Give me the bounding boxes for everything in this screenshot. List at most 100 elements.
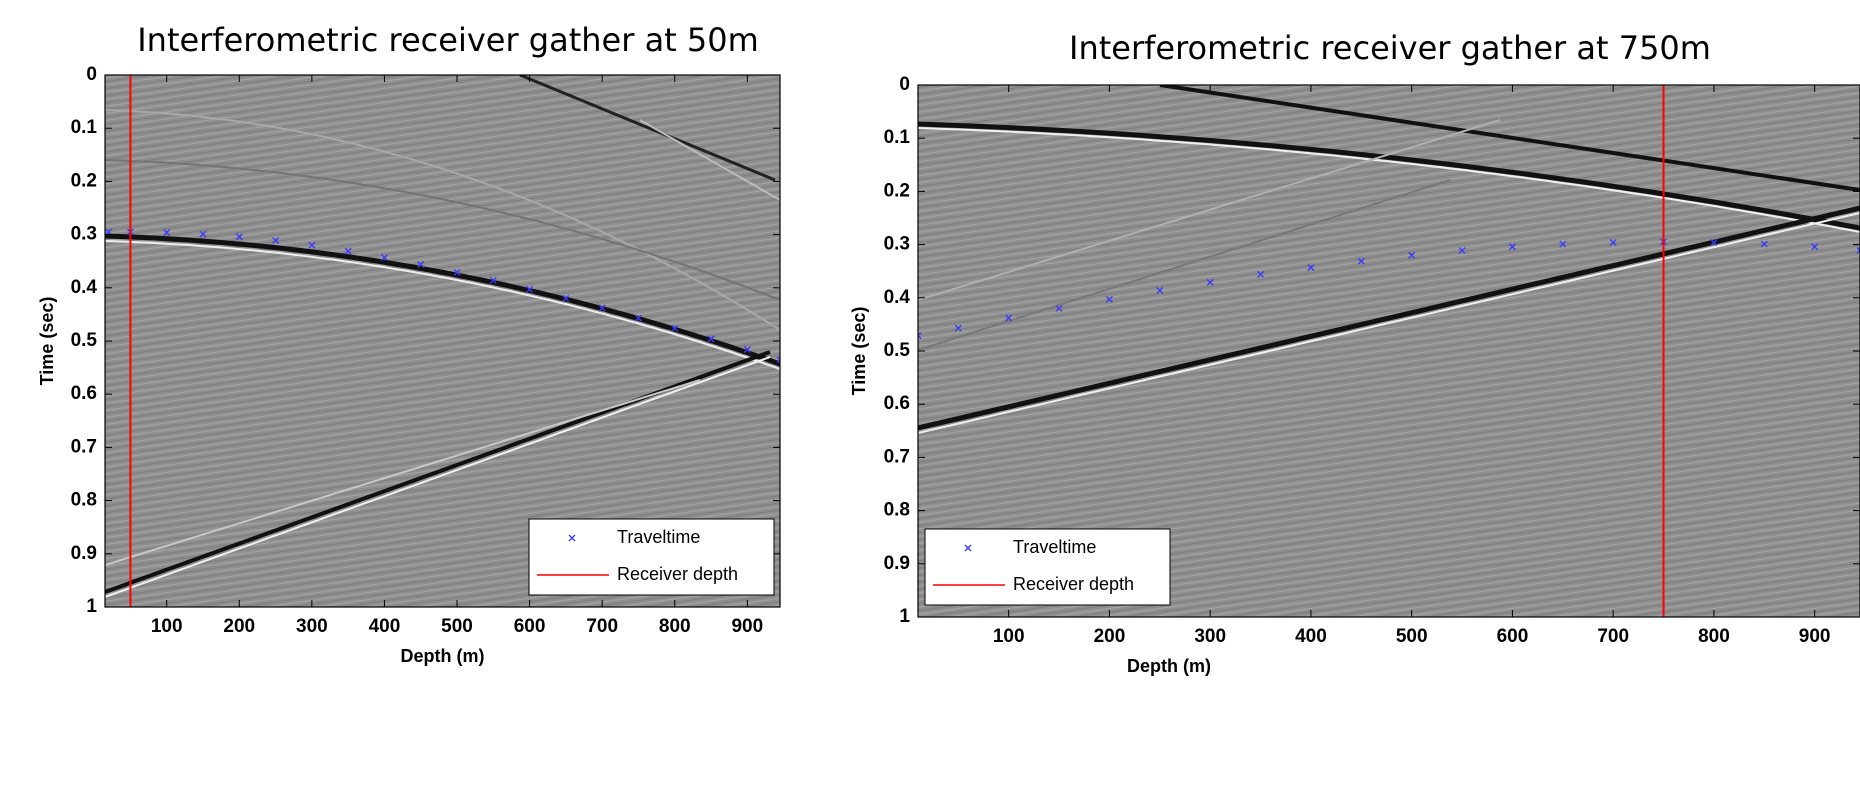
- traveltime-marker: [1408, 251, 1416, 259]
- y-axis-label: Time (sec): [37, 297, 57, 386]
- x-tick-label: 600: [1497, 626, 1529, 647]
- seismic-event: [105, 233, 780, 367]
- seismic-image: [918, 85, 1860, 617]
- seismic-event: [105, 240, 780, 370]
- seismic-events: [105, 75, 780, 598]
- traveltime-marker: [776, 356, 780, 364]
- seismic-event: [105, 356, 771, 598]
- seismic-event: [918, 205, 1860, 431]
- legend-box: [528, 518, 775, 596]
- traveltime-marker: [1156, 286, 1164, 294]
- traveltime-marker: [453, 268, 461, 276]
- traveltime-marker: [598, 304, 606, 312]
- y-tick-label: 0.1: [71, 117, 98, 138]
- seismic-event: [639, 119, 780, 201]
- y-tick-label: 0.1: [884, 127, 911, 148]
- axes-frame: [104, 74, 781, 608]
- y-tick-label: 0.6: [71, 383, 97, 404]
- traveltime-marker: [1105, 295, 1113, 303]
- x-tick-label: 400: [369, 616, 401, 637]
- y-tick-label: 0.7: [884, 446, 910, 467]
- x-axis-label: Depth (m): [401, 646, 485, 666]
- y-tick-label: 0.2: [884, 180, 910, 201]
- legend-marker: [568, 534, 576, 542]
- traveltime-marker: [235, 233, 243, 241]
- traveltime-marker: [1811, 243, 1819, 251]
- traveltime-marker: [1458, 246, 1466, 254]
- x-tick-label: 400: [1295, 626, 1327, 647]
- legend-label: Traveltime: [617, 527, 700, 547]
- plot-area: [918, 85, 1860, 617]
- traveltime-marker: [1609, 238, 1617, 246]
- traveltime-marker: [1005, 314, 1013, 322]
- x-tick-label: 700: [586, 616, 618, 637]
- traveltime-marker: [1856, 246, 1860, 254]
- y-tick-label: 0: [86, 64, 97, 85]
- x-tick-label: 900: [731, 616, 763, 637]
- y-tick-label: 0.8: [71, 490, 97, 511]
- traveltime-marker: [1055, 304, 1063, 312]
- y-tick-label: 0.9: [71, 543, 97, 564]
- traveltime-marker: [1559, 240, 1567, 248]
- traveltime-marker: [199, 230, 207, 238]
- traveltime-marker: [1307, 263, 1315, 271]
- x-tick-label: 300: [1194, 626, 1226, 647]
- traveltime-marker: [1710, 238, 1718, 246]
- panel: Interferometric receiver gather at 750m D…: [849, 29, 1860, 676]
- x-tick-label: 600: [514, 616, 546, 637]
- x-tick-label: 900: [1799, 626, 1831, 647]
- traveltime-marker: [1760, 240, 1768, 248]
- traveltime-marker: [918, 332, 922, 340]
- y-tick-label: 0.7: [71, 436, 97, 457]
- traveltime-marker: [954, 324, 962, 332]
- panel: Interferometric receiver gather at 50m De…: [37, 21, 781, 666]
- traveltime-marker: [272, 236, 280, 244]
- legend-marker: [964, 544, 972, 552]
- x-tick-label: 800: [1698, 626, 1730, 647]
- traveltime-marker: [344, 247, 352, 255]
- seismic-event: [918, 179, 1451, 351]
- x-tick-label: 200: [1094, 626, 1126, 647]
- legend: Traveltime Receiver depth: [528, 518, 775, 596]
- y-tick-label: 0.6: [884, 393, 910, 414]
- y-tick-label: 1: [899, 606, 910, 627]
- traveltime-marker: [562, 294, 570, 302]
- seismic-event: [105, 159, 780, 301]
- x-tick-label: 100: [151, 616, 183, 637]
- traveltime-marker: [1257, 270, 1265, 278]
- traveltime-marker: [163, 228, 171, 236]
- traveltime-marker: [105, 228, 113, 236]
- traveltime-marker: [1206, 278, 1214, 286]
- y-tick-label: 0: [899, 74, 910, 95]
- x-axis-label: Depth (m): [1127, 656, 1211, 676]
- x-tick-label: 100: [993, 626, 1025, 647]
- y-tick-label: 0.3: [884, 234, 910, 255]
- x-tick-label: 800: [659, 616, 691, 637]
- traveltime-marker: [526, 285, 534, 293]
- traveltime-marker: [1508, 243, 1516, 251]
- seismic-event: [918, 121, 1860, 231]
- seismic-event: [1159, 85, 1860, 192]
- traveltime-marker: [417, 260, 425, 268]
- y-tick-label: 0.9: [884, 553, 910, 574]
- seismic-event: [105, 379, 701, 566]
- legend-label: Receiver depth: [617, 564, 738, 584]
- x-tick-label: 300: [296, 616, 328, 637]
- legend: Traveltime Receiver depth: [924, 528, 1171, 606]
- traveltime-marker: [707, 335, 715, 343]
- legend-label: Traveltime: [1013, 537, 1096, 557]
- traveltime-marker: [671, 324, 679, 332]
- y-tick-label: 0.5: [71, 330, 98, 351]
- y-axis-label: Time (sec): [849, 307, 869, 396]
- traveltime-marker: [308, 241, 316, 249]
- seismic-event: [918, 119, 1501, 301]
- traveltime-marker: [634, 314, 642, 322]
- y-tick-label: 0.8: [884, 500, 910, 521]
- chart-title: Interferometric receiver gather at 750m: [1069, 29, 1711, 67]
- seismic-event: [105, 109, 780, 331]
- traveltime-marker: [743, 346, 751, 354]
- y-tick-label: 0.5: [884, 340, 911, 361]
- y-tick-label: 0.4: [884, 287, 911, 308]
- chart-title: Interferometric receiver gather at 50m: [137, 21, 759, 59]
